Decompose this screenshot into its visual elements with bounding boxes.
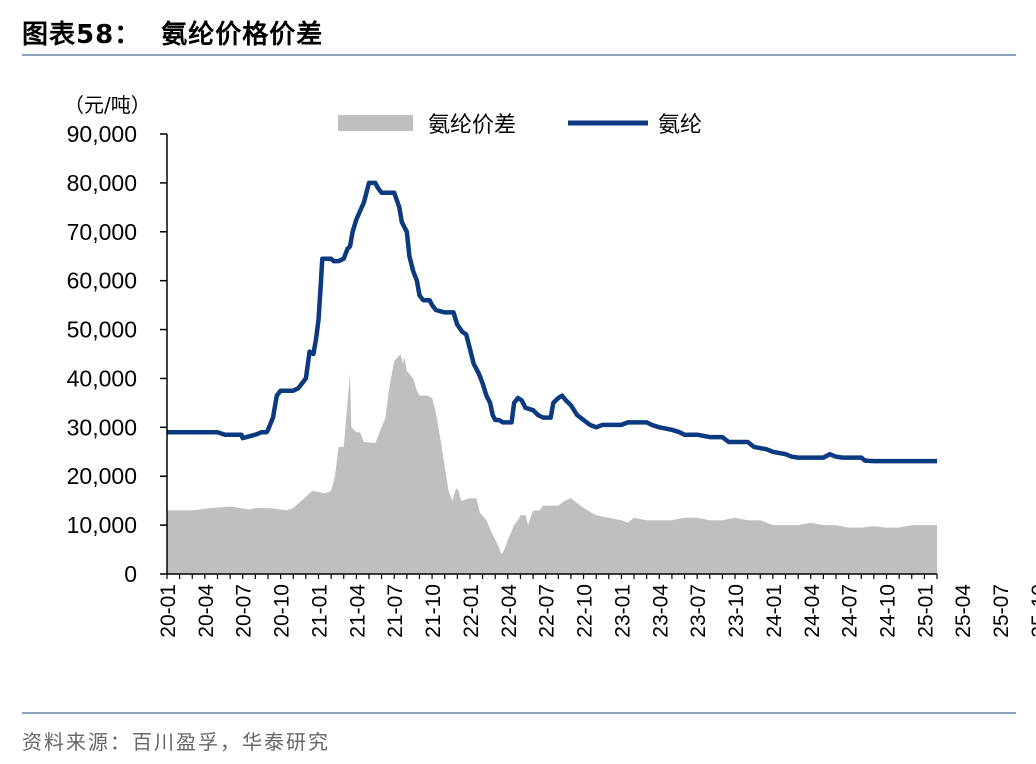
x-tick-label: 25-07 (990, 584, 1013, 638)
x-tick-label: 22-07 (536, 584, 559, 638)
x-tick-label: 21-07 (384, 584, 407, 638)
x-tick-label: 21-01 (309, 584, 332, 638)
x-tick-label: 21-04 (346, 584, 369, 638)
y-tick-label: 30,000 (67, 414, 137, 440)
x-tick-label: 20-07 (233, 584, 256, 638)
y-tick-label: 70,000 (67, 219, 137, 245)
y-tick-label: 20,000 (67, 463, 137, 489)
chart-title: 图表58： 氨纶价格价差 (22, 20, 324, 50)
y-tick-label: 50,000 (67, 317, 137, 343)
source-note: 资料来源：百川盈孚，华泰研究 (22, 730, 330, 754)
y-tick-label: 40,000 (67, 365, 137, 391)
x-tick-label: 20-04 (195, 584, 218, 638)
legend-label-price: 氨纶 (658, 113, 702, 138)
x-tick-label: 24-07 (839, 584, 862, 638)
x-tick-label: 20-01 (157, 584, 180, 638)
x-tick-label: 22-04 (498, 584, 521, 638)
y-tick-label: 80,000 (67, 170, 137, 196)
plot-area (167, 180, 937, 574)
y-tick-label: 0 (124, 561, 137, 587)
x-tick-label: 24-10 (877, 584, 900, 638)
x-tick-label: 23-01 (611, 584, 634, 638)
title-divider (22, 54, 1016, 56)
footer-divider (22, 712, 1016, 714)
y-tick-label: 10,000 (67, 512, 137, 538)
x-tick-label: 20-10 (271, 584, 294, 638)
legend: 氨纶价差 氨纶 (338, 113, 702, 138)
x-tick-label: 24-04 (801, 584, 824, 638)
x-tick-label: 21-10 (422, 584, 445, 638)
x-tick-label: 22-01 (460, 584, 483, 638)
series-line-price (167, 180, 937, 464)
series-area-spread (167, 354, 937, 574)
axes: 0 10,000 20,000 30,000 40,000 50,000 60,000 70,… (67, 121, 1036, 638)
y-tick-label: 60,000 (67, 268, 137, 294)
x-tick-label: 25-04 (952, 584, 975, 638)
y-tick-label: 90,000 (67, 121, 137, 147)
x-tick-label: 23-07 (687, 584, 710, 638)
legend-swatch-spread (338, 115, 413, 131)
legend-label-spread: 氨纶价差 (428, 113, 516, 138)
x-tick-label: 22-10 (574, 584, 597, 638)
unit-label: （元/吨） (64, 93, 151, 117)
x-tick-label: 25-10 (1028, 584, 1036, 638)
x-tick-label: 23-10 (725, 584, 748, 638)
x-tick-label: 25-01 (914, 584, 937, 638)
x-tick-label: 23-04 (649, 584, 672, 638)
x-tick-label: 24-01 (763, 584, 786, 638)
